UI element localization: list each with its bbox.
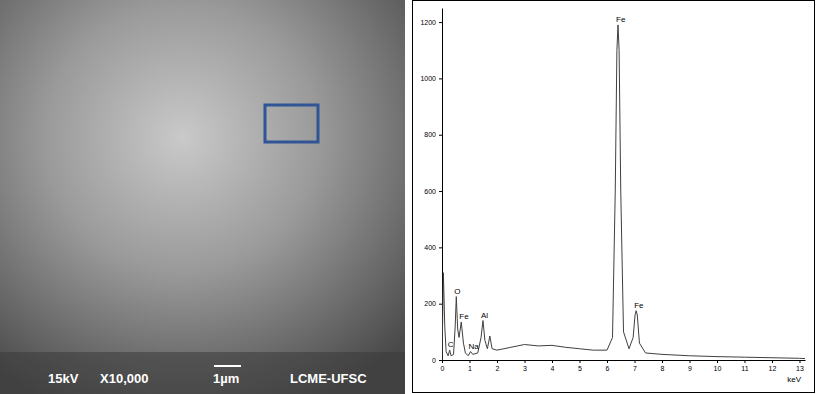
tick-mark [662,360,663,363]
tick: 12 [769,360,777,372]
y-axis: 0 200 400 600 800 1000 1200 [420,9,442,364]
chart-frame [413,1,815,393]
axis-line [443,360,806,361]
tick: 0 [441,360,445,372]
spectrum-chart: 012345678910111213020040060080010001200k… [420,9,805,385]
micrograph-label: 1µm [213,371,239,386]
tick-mark [439,135,442,136]
tick-mark [439,78,442,79]
tick: 4 [551,360,555,372]
tick-label: 11 [741,365,748,372]
plot-marks [442,25,805,360]
tick-label: 3 [523,365,527,372]
tick: 1000 [420,75,442,82]
tick-mark [439,247,442,248]
peak-label: Fe [459,312,469,321]
tick-label: 13 [796,365,804,372]
tick-label: 400 [424,244,436,251]
tick: 1200 [420,19,442,26]
tick-label: 4 [551,365,555,372]
tick: 8 [661,360,665,372]
tick-label: 800 [424,131,436,138]
tick-label: 0 [432,357,436,364]
tick: 0 [432,357,442,364]
tick: 3 [523,360,527,372]
tick: 400 [424,244,442,251]
spectrum-line [442,25,805,360]
micrograph: 15kV X10,000 1µm LCME-UFSC [0,0,405,394]
tick-mark [497,360,498,363]
tick-mark [772,360,773,363]
peak-label: Fe [616,15,626,24]
micrograph-image [0,0,405,394]
tick-mark [470,360,471,363]
peak-labels: C O Fe Na Al Fe Fe [448,15,644,351]
tick-mark [552,360,553,363]
peak-label: Fe [634,301,644,310]
tick: 800 [424,131,442,138]
tick-label: 200 [424,300,436,307]
tick-label: 2 [496,365,500,372]
tick-mark [580,360,581,363]
tick-mark [525,360,526,363]
tick-mark [745,360,746,363]
tick: 1 [468,360,472,372]
tick-label: 600 [424,188,436,195]
tick: 11 [741,360,748,372]
tick-mark [607,360,608,363]
tick-label: 6 [606,365,610,372]
tick-label: 1 [468,365,472,372]
tick-label: 12 [769,365,777,372]
micrograph-label: X10,000 [100,371,148,386]
tick: 600 [424,188,442,195]
tick-label: 7 [633,365,637,372]
tick: 2 [496,360,500,372]
tick-label: 1000 [420,75,436,82]
tick-mark [690,360,691,363]
tick-label: 8 [661,365,665,372]
tick: 10 [714,360,722,372]
info-bar [0,352,405,394]
x-axis: 012345678910111213 [441,360,806,372]
tick: 6 [606,360,610,372]
tick-label: 10 [714,365,722,372]
selection-box [265,105,318,142]
peak-label: Al [481,311,488,320]
tick-label: 1200 [420,19,436,26]
tick-mark [439,22,442,23]
tick-label: 5 [578,365,582,372]
x-axis-title: keV [787,375,801,384]
tick-mark [800,360,801,363]
tick: 13 [796,360,804,372]
figure: 15kVX10,0001µmLCME-UFSC01234567891011121… [0,0,817,394]
peak-label: C [448,340,454,349]
tick-mark [439,304,442,305]
tick-mark [439,191,442,192]
micrograph-label: 15kV [48,371,79,386]
tick: 5 [578,360,582,372]
peak-label: Na [469,342,480,351]
micrograph-label: LCME-UFSC [290,371,367,386]
tick-mark [635,360,636,363]
tick: 200 [424,300,442,307]
scale-bar [214,365,241,367]
tick: 7 [633,360,637,372]
tick: 9 [688,360,692,372]
tick-label: 9 [688,365,692,372]
peak-label: O [454,287,460,296]
tick-mark [439,360,442,361]
tick-mark [717,360,718,363]
tick-label: 0 [441,365,445,372]
